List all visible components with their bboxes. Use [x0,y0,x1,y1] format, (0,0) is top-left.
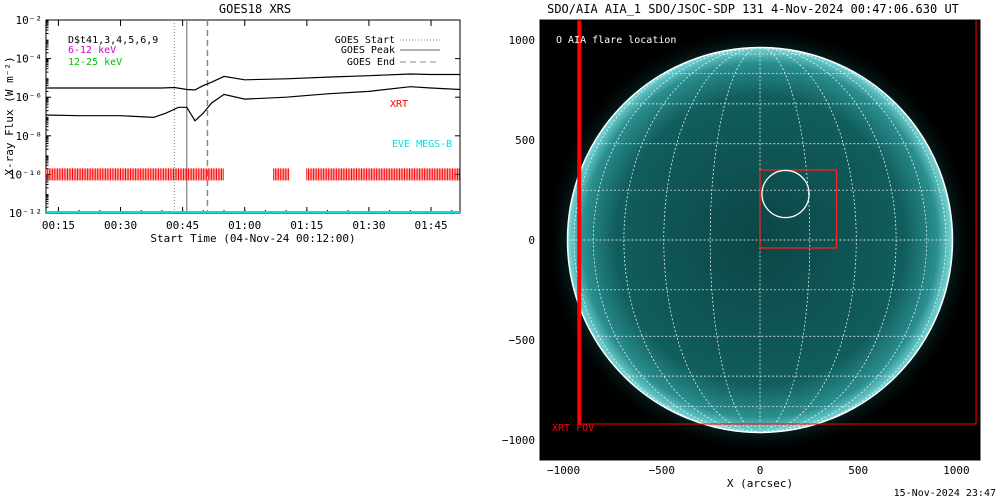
goes-series-line [46,86,460,122]
band-low-label: 6-12 keV [68,45,116,56]
aia-y-tick-label: 500 [515,134,535,147]
goes-xrs-panel: GOES18 XRS 10⁻¹² 10⁻¹⁰ 10⁻⁸ 10⁻⁶ 10⁻⁴ 10⁻² 00… [3,2,461,245]
aia-image-panel: SDO/AIA AIA_1 SDO/JSOC-SDP 131 4-Nov-202… [502,2,981,490]
goes-y-tick-label: 10⁻¹² [9,207,42,220]
flare-region-box [759,169,838,249]
goes-y-tick-label: 10⁻⁴ [16,53,43,66]
goes-x-label: Start Time (04-Nov-24 00:12:00) [150,232,355,245]
goes-y-tick-label: 10⁻⁶ [16,91,43,104]
goes-series-line [46,73,460,91]
longitude-line [759,47,947,433]
aia-title: SDO/AIA AIA_1 SDO/JSOC-SDP 131 4-Nov-202… [547,2,959,16]
longitude-line [709,47,761,433]
detector-label: D$t41,3,4,5,6,9 [68,35,158,46]
goes-x-tick-label: 01:30 [352,219,385,232]
aia-x-tick-label: 0 [757,464,764,477]
goes-flux-series [46,73,460,122]
xrt-fov-label: XRT FOV [552,423,594,434]
goes-y-tick-label: 10⁻¹⁰ [9,168,42,181]
xrt-coverage-ticks [46,168,460,181]
aia-flare-location-circle [761,169,810,219]
longitude-line [623,47,761,433]
aia-y-tick-label: 0 [528,234,535,247]
aia-y-tick-label: 1000 [509,34,536,47]
longitude-line [573,47,761,433]
aia-y-tick-label: −1000 [502,434,535,447]
legend-goes-start: GOES Start [335,35,395,46]
solar-limb [566,46,954,434]
goes-x-tick-label: 01:00 [228,219,261,232]
goes-x-tick-label: 01:15 [290,219,323,232]
goes-event-markers [173,20,209,213]
goes-x-tick-label: 01:45 [414,219,447,232]
legend-goes-peak: GOES Peak [341,45,395,56]
aia-x-tick-label: 1000 [943,464,970,477]
heliographic-grid [567,47,953,433]
legend-goes-end: GOES End [347,57,395,68]
aia-x-axis: −1000 −500 0 500 1000 [547,452,970,477]
longitude-line [759,47,811,433]
aia-x-tick-label: 500 [848,464,868,477]
aia-x-tick-label: −500 [649,464,676,477]
aia-x-label: X (arcsec) [727,477,793,490]
footer-timestamp: 15-Nov-2024 23:47 [894,488,996,499]
flare-legend: O AIA flare location [556,35,676,46]
goes-x-tick-label: 00:30 [104,219,137,232]
goes-title: GOES18 XRS [219,2,291,16]
goes-y-tick-label: 10⁻⁸ [16,130,43,143]
xrt-label: XRT [390,99,408,110]
goes-y-axis: 10⁻¹² 10⁻¹⁰ 10⁻⁸ 10⁻⁶ 10⁻⁴ 10⁻² [9,14,460,220]
longitude-line [759,47,897,433]
longitude-line [759,47,927,433]
band-high-label: 12-25 keV [68,57,122,68]
eve-label: EVE MEGS-B [392,139,452,150]
longitude-line [593,47,761,433]
aia-x-tick-label: −1000 [547,464,580,477]
goes-x-tick-label: 00:15 [42,219,75,232]
longitude-line [759,47,857,433]
aia-y-tick-label: −500 [509,334,536,347]
longitude-line [663,47,761,433]
aia-y-axis: −1000 −500 0 500 1000 [502,34,548,447]
goes-y-label: X-ray Flux (W m⁻²) [3,56,16,175]
goes-x-tick-label: 00:45 [166,219,199,232]
goes-y-tick-label: 10⁻² [16,14,43,27]
